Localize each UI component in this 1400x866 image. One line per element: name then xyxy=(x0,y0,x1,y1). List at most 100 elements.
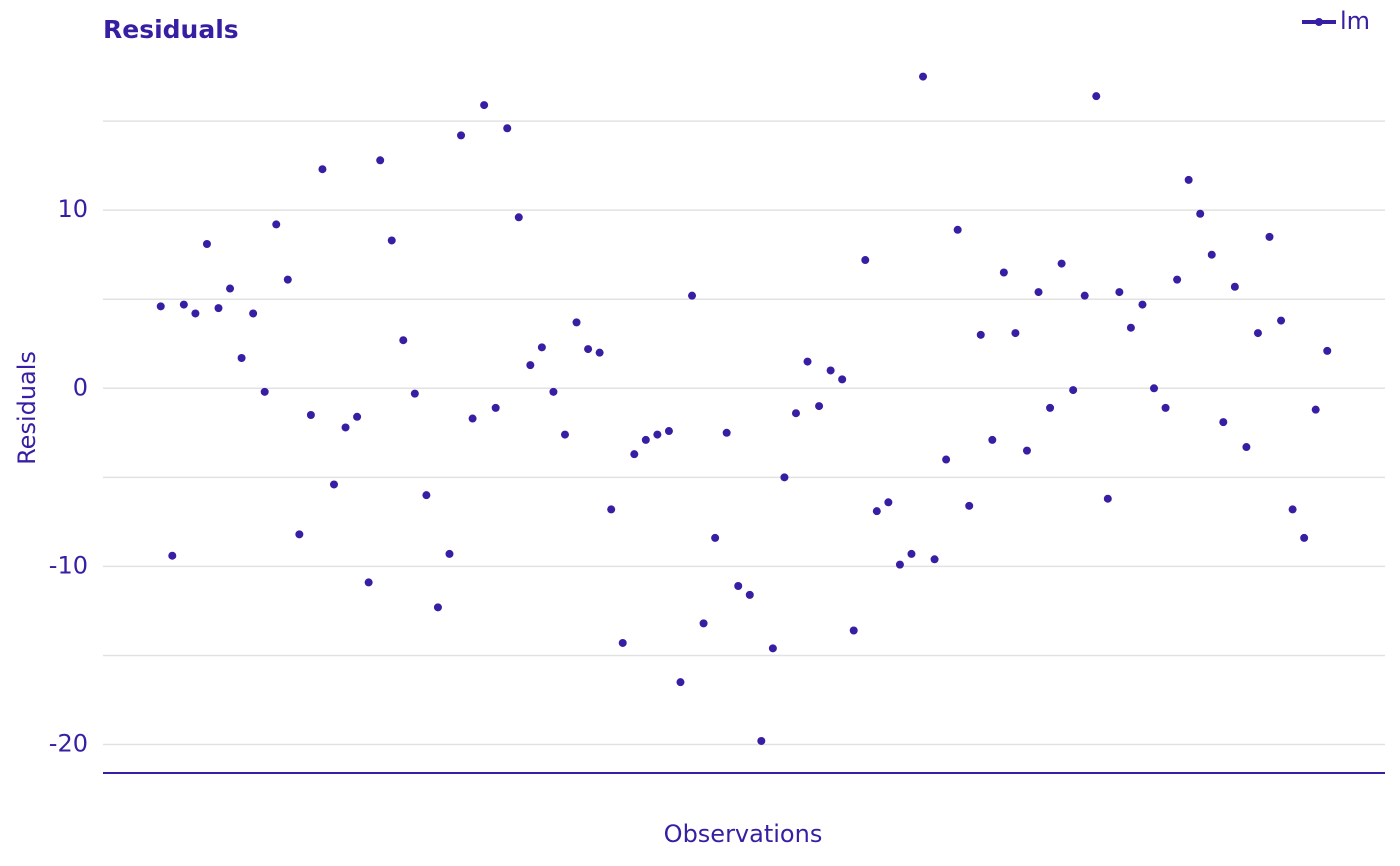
point xyxy=(399,336,408,345)
point xyxy=(468,414,477,423)
point xyxy=(1011,329,1020,338)
point xyxy=(872,507,881,516)
point xyxy=(1022,446,1031,455)
point xyxy=(988,435,997,444)
point xyxy=(156,302,165,311)
point xyxy=(1288,505,1297,514)
point xyxy=(791,409,800,418)
point xyxy=(1034,288,1043,297)
point xyxy=(387,236,396,245)
point xyxy=(630,450,639,459)
point xyxy=(572,318,581,327)
point xyxy=(803,357,812,366)
point xyxy=(179,300,188,309)
point xyxy=(1046,403,1055,412)
point xyxy=(364,578,373,587)
point xyxy=(1207,250,1216,259)
x-axis-title: Observations xyxy=(664,820,823,848)
legend-dot xyxy=(1315,18,1323,26)
point xyxy=(1150,384,1159,393)
point xyxy=(422,491,431,500)
point xyxy=(353,412,362,421)
point xyxy=(641,435,650,444)
point xyxy=(491,403,500,412)
point xyxy=(526,361,535,370)
point xyxy=(953,225,962,234)
point xyxy=(768,644,777,653)
point xyxy=(306,411,315,419)
point xyxy=(976,330,985,339)
point xyxy=(295,530,304,539)
point xyxy=(676,678,685,687)
point xyxy=(618,638,627,647)
point xyxy=(214,304,223,313)
legend-label: lm xyxy=(1340,7,1370,35)
point xyxy=(1196,209,1205,218)
point xyxy=(942,455,951,464)
point xyxy=(503,124,512,133)
point xyxy=(1115,288,1124,297)
point xyxy=(560,430,569,439)
y-axis-title: Residuals xyxy=(13,351,41,465)
point xyxy=(595,348,604,357)
point xyxy=(757,736,766,745)
point xyxy=(1277,316,1286,325)
point xyxy=(480,101,489,110)
point xyxy=(376,156,385,165)
point xyxy=(272,220,281,229)
point xyxy=(1230,282,1239,291)
point xyxy=(711,533,720,542)
y-tick-label: -10 xyxy=(49,551,88,579)
point xyxy=(1311,405,1320,414)
point xyxy=(445,549,454,558)
point xyxy=(249,309,258,318)
point xyxy=(1161,403,1170,412)
point xyxy=(722,428,731,437)
y-tick-label: 0 xyxy=(73,373,88,401)
point xyxy=(653,430,662,439)
point xyxy=(318,165,327,174)
point xyxy=(745,590,754,599)
point xyxy=(780,473,789,482)
point xyxy=(433,603,442,612)
point xyxy=(826,366,835,375)
chart-title: Residuals xyxy=(103,15,239,44)
point xyxy=(965,501,974,510)
point xyxy=(283,275,292,284)
point xyxy=(999,268,1008,277)
point xyxy=(1069,386,1078,395)
point xyxy=(457,131,466,140)
point xyxy=(514,213,523,222)
point xyxy=(1253,329,1262,338)
point xyxy=(537,343,546,352)
y-tick-label: -20 xyxy=(49,730,88,758)
point xyxy=(815,402,824,411)
point xyxy=(1300,533,1309,542)
point xyxy=(1173,275,1182,284)
point xyxy=(191,309,200,318)
point xyxy=(861,256,870,265)
point xyxy=(341,423,350,432)
point xyxy=(895,560,904,569)
point xyxy=(1092,92,1101,101)
point xyxy=(584,345,593,354)
point xyxy=(838,375,847,384)
point xyxy=(1080,291,1089,300)
point xyxy=(237,354,246,363)
point xyxy=(664,427,673,436)
point xyxy=(202,240,211,249)
point xyxy=(329,480,338,489)
point xyxy=(1242,443,1251,452)
point xyxy=(549,387,558,396)
point xyxy=(1219,418,1228,427)
point xyxy=(884,498,893,507)
point xyxy=(607,505,616,514)
point xyxy=(1323,346,1332,355)
point xyxy=(734,581,743,590)
point xyxy=(907,549,916,558)
point xyxy=(260,387,269,396)
point xyxy=(930,555,939,564)
point xyxy=(919,72,928,81)
point xyxy=(1126,323,1135,332)
point xyxy=(699,619,708,628)
